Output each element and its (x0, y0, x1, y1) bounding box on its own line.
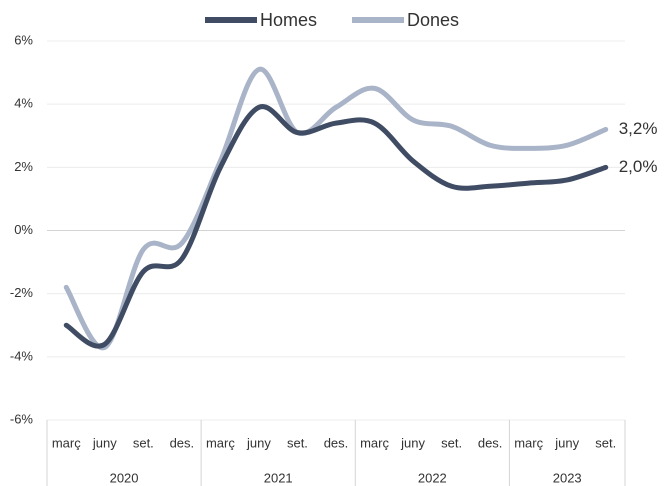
y-tick-label: 2% (14, 159, 33, 174)
x-tick-label: des. (170, 435, 195, 450)
series-line (63, 104, 609, 349)
x-tick-label: juny (554, 435, 579, 450)
y-tick-label: 0% (14, 222, 33, 237)
x-tick-label: set. (441, 435, 462, 450)
x-tick-label: març (52, 435, 81, 450)
x-group-label: 2023 (553, 470, 582, 485)
x-tick-label: març (514, 435, 543, 450)
legend-label: Dones (407, 10, 459, 30)
x-tick-label: set. (287, 435, 308, 450)
x-group-label: 2022 (418, 470, 447, 485)
y-tick-label: -2% (10, 285, 34, 300)
legend-label: Homes (260, 10, 317, 30)
end-label: 3,2% (619, 119, 658, 138)
x-tick-label: març (360, 435, 389, 450)
end-label: 2,0% (619, 157, 658, 176)
y-tick-label: 4% (14, 96, 33, 111)
y-tick-label: 6% (14, 32, 33, 47)
y-tick-label: -4% (10, 348, 34, 363)
x-tick-label: juny (92, 435, 117, 450)
x-tick-label: des. (324, 435, 349, 450)
x-tick-label: set. (133, 435, 154, 450)
x-tick-label: març (206, 435, 235, 450)
y-tick-label: -6% (10, 411, 34, 426)
x-tick-label: juny (246, 435, 271, 450)
x-tick-label: juny (400, 435, 425, 450)
series-line (63, 66, 609, 350)
x-group-label: 2020 (110, 470, 139, 485)
x-tick-label: des. (478, 435, 503, 450)
x-group-label: 2021 (264, 470, 293, 485)
x-tick-label: set. (595, 435, 616, 450)
